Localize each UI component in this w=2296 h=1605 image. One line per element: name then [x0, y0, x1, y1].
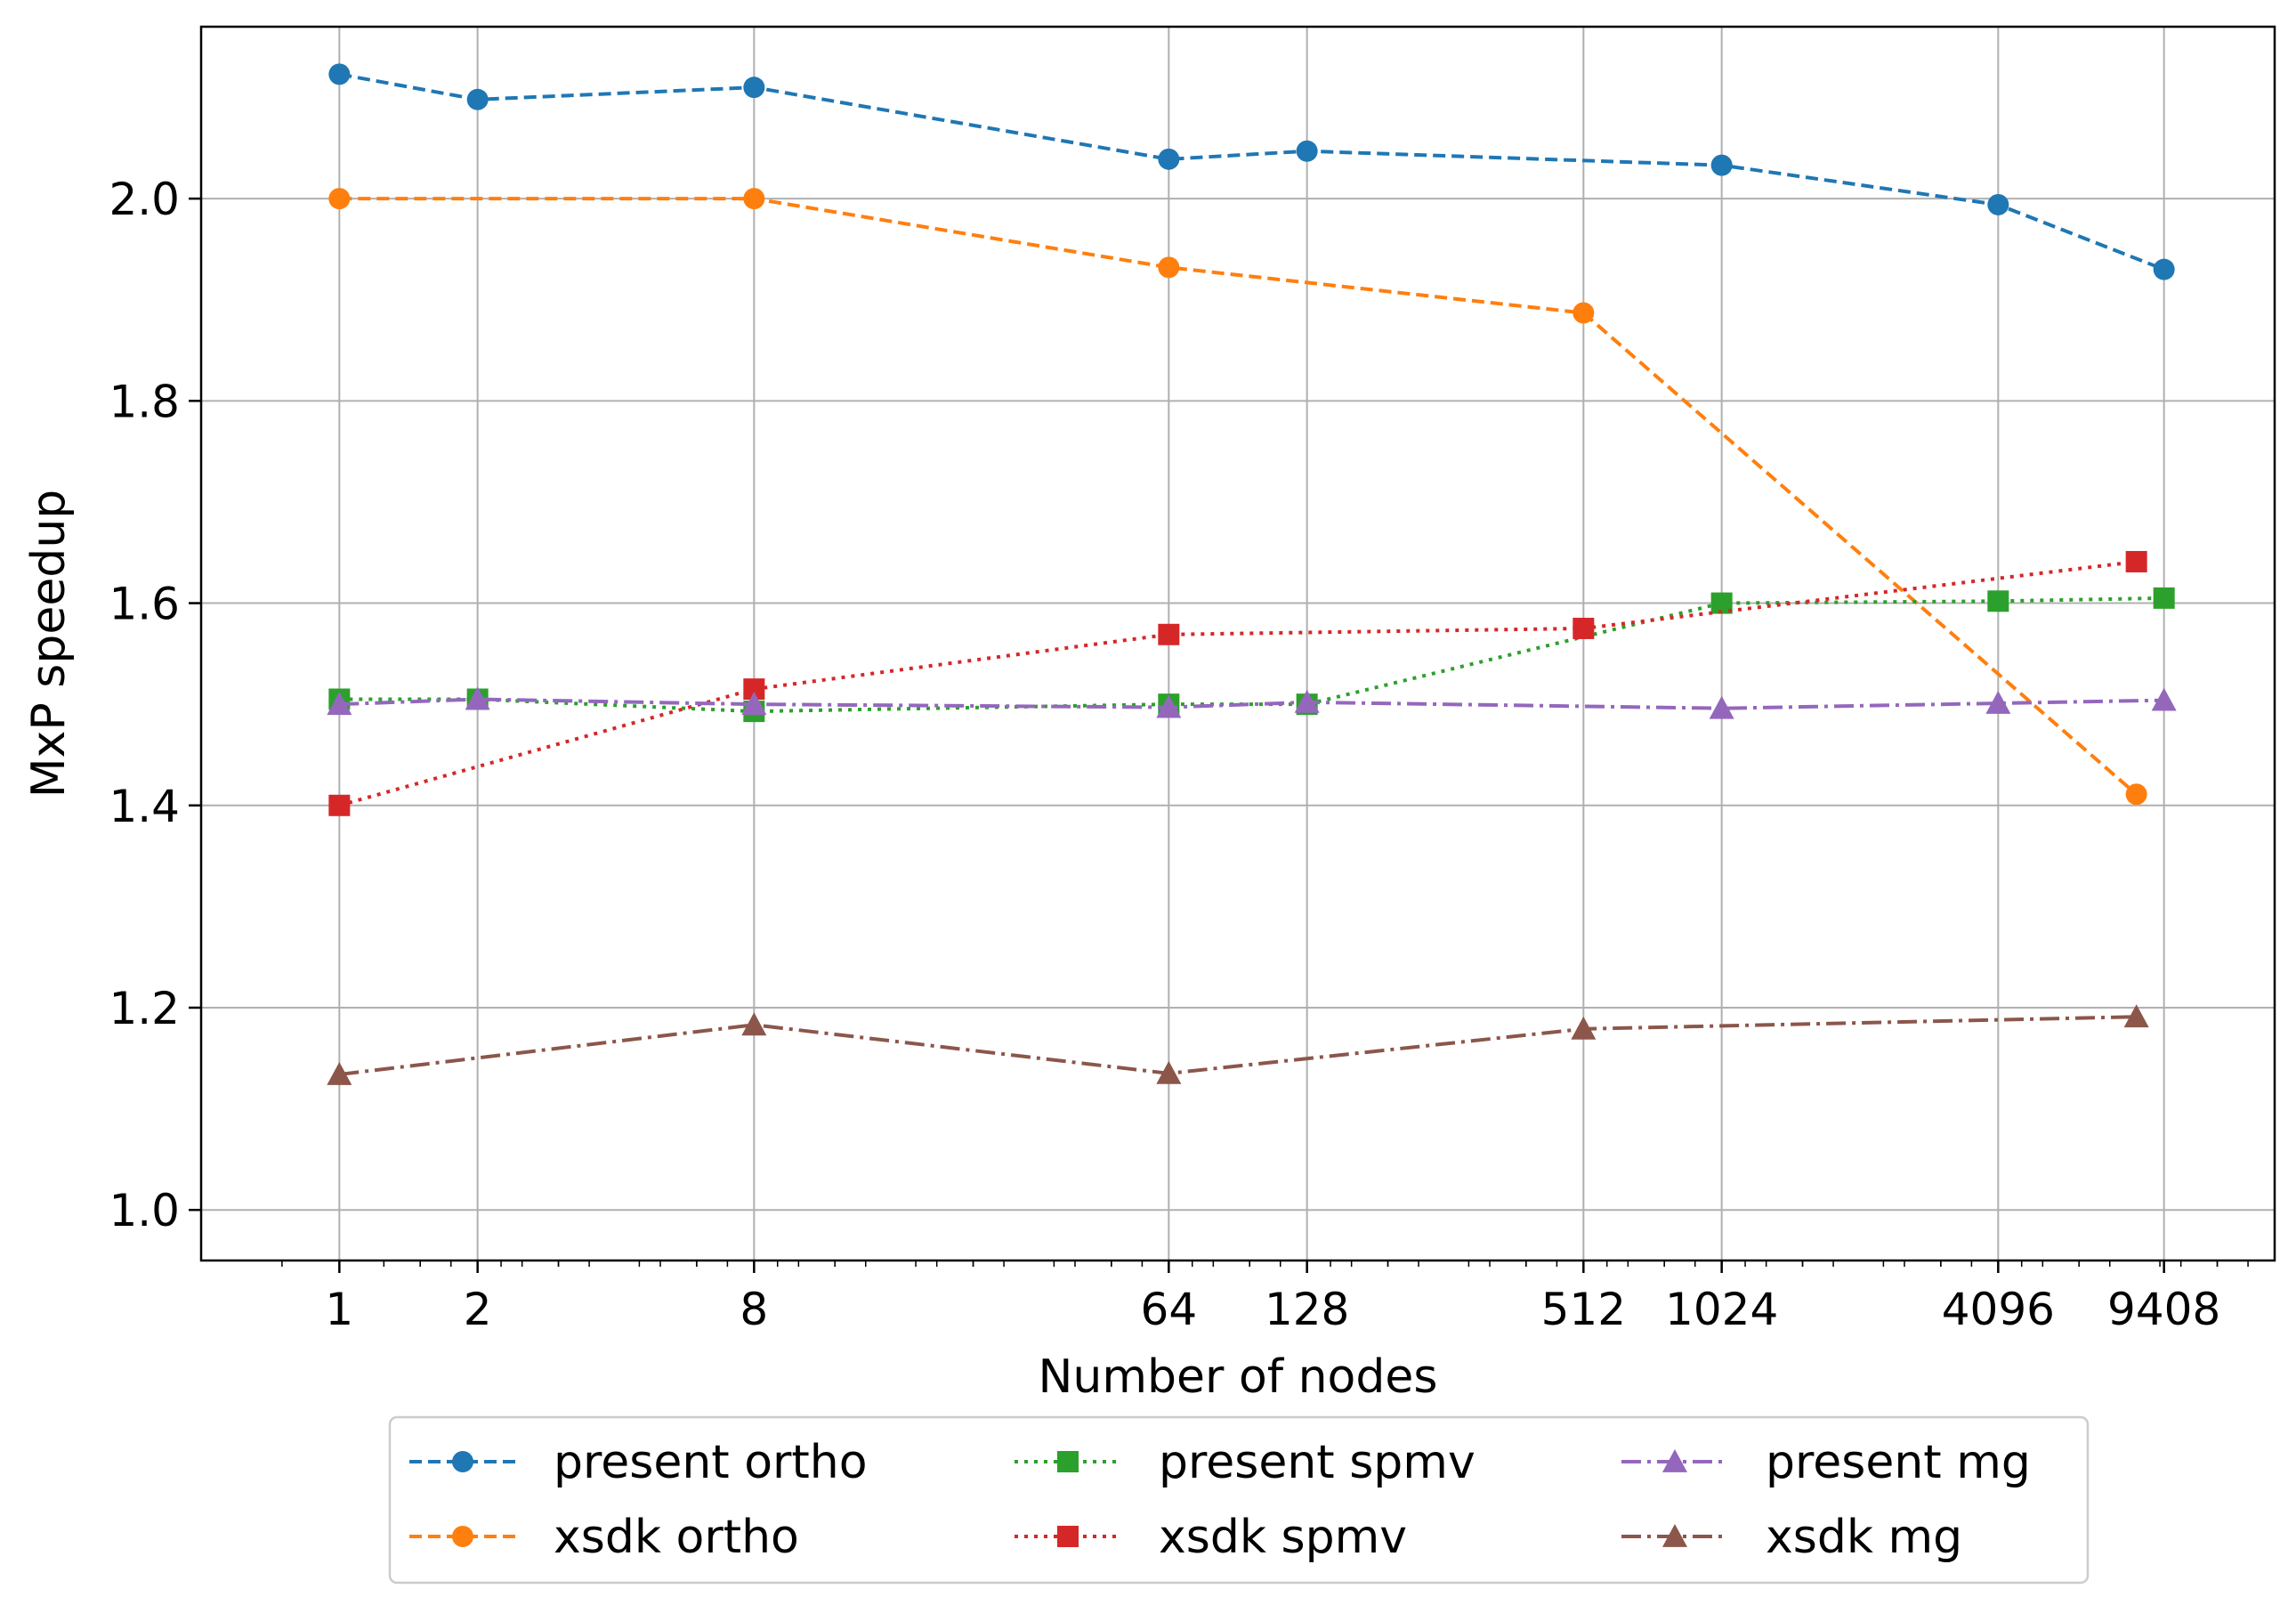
- axis-ticks: 1 2 8 64 128 512 1024 4096 94081.01.21.41.61.82.…: [109, 174, 2249, 1335]
- data-point: [1158, 623, 1180, 645]
- legend-label: xsdk mg: [1766, 1511, 1962, 1564]
- grid: [201, 27, 2275, 1260]
- series-line: [339, 697, 2164, 710]
- data-point: [2153, 258, 2175, 280]
- x-tick-label: 1024: [1665, 1284, 1778, 1335]
- y-tick-label: 1.4: [109, 781, 180, 832]
- data-point: [1158, 256, 1180, 279]
- data-point: [328, 63, 351, 85]
- data-point: [2151, 687, 2177, 711]
- legend-marker: [1662, 1524, 1687, 1547]
- legend-marker: [1662, 1449, 1687, 1472]
- legend-marker: [1057, 1451, 1079, 1472]
- series-xsdk-spmv: [328, 550, 2147, 816]
- data-point: [1709, 695, 1734, 719]
- data-point: [1985, 691, 2011, 714]
- legend-label: present mg: [1766, 1436, 2031, 1489]
- data-point: [1987, 590, 2009, 612]
- legend-label: present ortho: [554, 1436, 868, 1489]
- x-tick-label: 128: [1265, 1284, 1349, 1335]
- data-point: [2125, 550, 2147, 572]
- series-present-ortho: [328, 63, 2175, 280]
- legend-label: xsdk spmv: [1159, 1511, 1407, 1564]
- x-tick-label: 2: [464, 1284, 492, 1335]
- legend-item: xsdk spmv: [1015, 1511, 1407, 1564]
- data-point: [327, 1061, 352, 1085]
- legend-label: present spmv: [1159, 1436, 1475, 1489]
- x-tick-label: 9408: [2107, 1284, 2220, 1335]
- legend-item: present mg: [1621, 1436, 2031, 1489]
- legend-item: present spmv: [1015, 1436, 1475, 1489]
- series-line: [339, 596, 2164, 714]
- data-point: [328, 794, 351, 816]
- legend-item: xsdk mg: [1621, 1511, 1962, 1564]
- legend-item: present ortho: [409, 1436, 868, 1489]
- legend-frame: [388, 1415, 2090, 1585]
- data-point: [743, 188, 765, 210]
- legend-item: xsdk ortho: [409, 1511, 799, 1564]
- series-xsdk-mg: [327, 1004, 2149, 1085]
- data-point: [2125, 783, 2147, 806]
- legend-marker: [1057, 1526, 1079, 1547]
- data-point: [1571, 1016, 1597, 1040]
- y-tick-label: 1.6: [109, 579, 180, 630]
- data-point: [327, 692, 352, 716]
- data-point: [1158, 148, 1180, 170]
- plot-frame: [199, 25, 2276, 1262]
- legend-marker: [452, 1526, 473, 1547]
- data-point: [741, 1012, 767, 1036]
- data-point: [2123, 1004, 2149, 1028]
- data-point: [1156, 1060, 1182, 1084]
- data-point: [1710, 154, 1733, 176]
- data-point: [1156, 694, 1182, 718]
- series-group: [327, 63, 2177, 1085]
- y-tick-label: 1.2: [109, 983, 180, 1034]
- data-point: [2153, 587, 2175, 609]
- legend: present ortho xsdk ortho present spmv xsdk …: [388, 1415, 2090, 1585]
- data-point: [1572, 302, 1595, 324]
- y-tick-label: 1.0: [109, 1185, 180, 1236]
- data-point: [466, 88, 489, 110]
- data-point: [1296, 140, 1318, 162]
- x-tick-label: 8: [740, 1284, 768, 1335]
- x-tick-label: 64: [1141, 1284, 1198, 1335]
- legend-marker: [452, 1451, 473, 1472]
- data-point: [1572, 617, 1595, 639]
- data-point: [741, 692, 767, 716]
- data-point: [1294, 689, 1320, 713]
- data-point: [1987, 193, 2009, 215]
- series-line: [338, 72, 2165, 272]
- data-point: [743, 77, 765, 99]
- series-line: [339, 197, 2138, 796]
- legend-label: xsdk ortho: [554, 1511, 799, 1564]
- series-line: [338, 559, 2137, 807]
- x-tick-label: 512: [1541, 1284, 1626, 1335]
- x-axis-label: Number of nodes: [1039, 1350, 1438, 1404]
- series-xsdk-ortho: [328, 188, 2147, 806]
- y-tick-label: 2.0: [109, 174, 180, 225]
- x-tick-label: 1: [325, 1284, 353, 1335]
- series-present-mg: [327, 686, 2177, 719]
- series-line: [339, 1015, 2137, 1076]
- y-axis-label: MxP speedup: [22, 490, 76, 798]
- data-point: [465, 686, 490, 710]
- y-tick-label: 1.8: [109, 376, 180, 427]
- x-tick-label: 4096: [1942, 1284, 2055, 1335]
- data-point: [328, 188, 351, 210]
